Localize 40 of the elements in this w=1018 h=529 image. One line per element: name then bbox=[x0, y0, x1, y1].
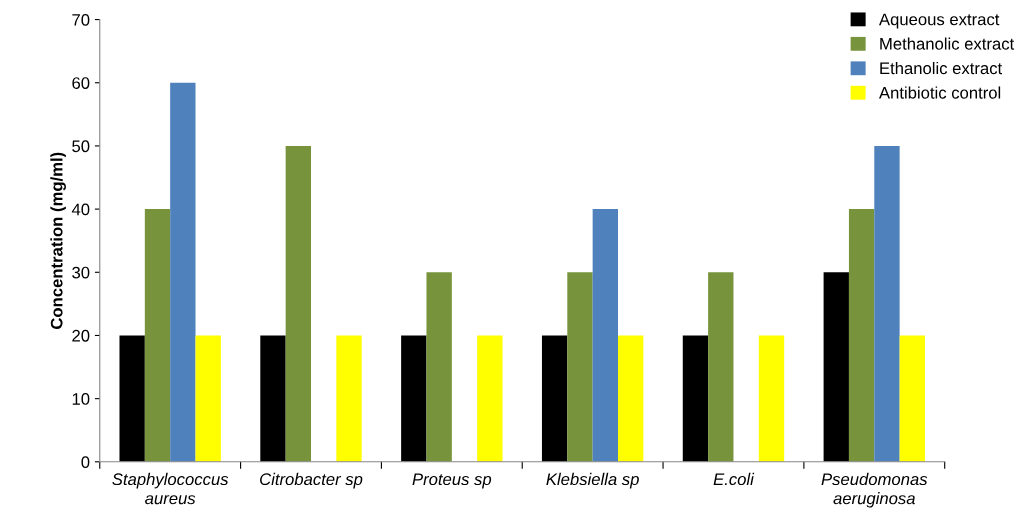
y-tick-label: 20 bbox=[72, 329, 90, 342]
bar bbox=[285, 145, 311, 462]
bar bbox=[541, 335, 568, 462]
bar bbox=[119, 335, 145, 462]
x-tick-label: Staphylococcus aureus bbox=[112, 472, 229, 505]
bar bbox=[617, 335, 644, 462]
y-tick-label: 10 bbox=[72, 393, 90, 405]
bar bbox=[477, 335, 503, 462]
legend-label: Antibiotic control bbox=[878, 86, 1001, 99]
bar bbox=[874, 145, 900, 462]
y-axis-title: Concentration (mg/ml) bbox=[50, 152, 66, 329]
y-tick-label: 30 bbox=[72, 266, 90, 279]
legend-label: Aqueous extract bbox=[878, 13, 1000, 29]
x-tick-label: Citrobacter sp bbox=[260, 472, 363, 489]
x-tick-label: Proteus sp bbox=[412, 473, 492, 489]
bar bbox=[682, 335, 709, 462]
bar bbox=[567, 272, 593, 462]
x-tick-label: Pseudomonas aeruginosa bbox=[821, 472, 928, 508]
bar bbox=[823, 272, 849, 462]
legend-label: Methanolic extract bbox=[880, 37, 1015, 50]
y-tick-label: 40 bbox=[71, 203, 90, 216]
bar bbox=[401, 335, 427, 462]
bar bbox=[848, 209, 875, 462]
y-tick-label: 50 bbox=[72, 140, 90, 153]
bar bbox=[195, 335, 221, 462]
y-tick-label: 70 bbox=[72, 13, 90, 26]
bar bbox=[758, 335, 785, 462]
bar bbox=[592, 209, 618, 462]
bar bbox=[426, 272, 452, 462]
bar bbox=[144, 209, 171, 462]
bar bbox=[899, 335, 925, 462]
y-tick-label: 60 bbox=[72, 77, 90, 89]
legend-label: Ethanolic extract bbox=[880, 61, 1003, 75]
y-tick-label: 0 bbox=[81, 456, 90, 469]
bar bbox=[170, 82, 196, 462]
x-tick-label: E.coli bbox=[713, 472, 755, 486]
bar bbox=[260, 335, 286, 462]
bar bbox=[336, 335, 362, 462]
x-tick-label: Klebsiella sp bbox=[546, 472, 639, 489]
bar bbox=[708, 272, 734, 462]
